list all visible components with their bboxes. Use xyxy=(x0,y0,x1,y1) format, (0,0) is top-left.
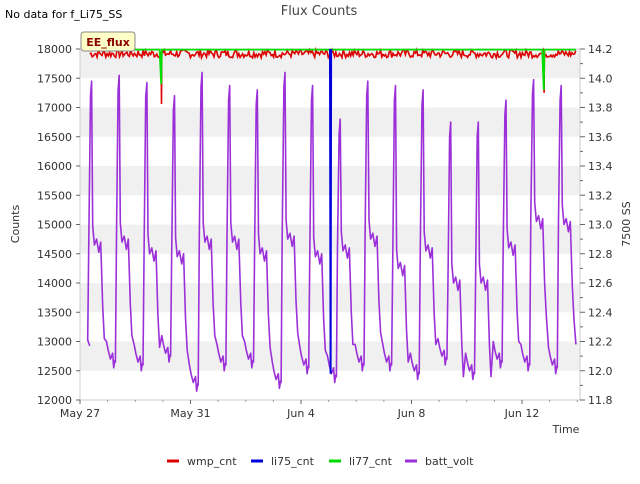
x-tick-label: May 27 xyxy=(60,407,100,420)
y2-tick-label: 13.2 xyxy=(588,189,613,202)
y2-tick-label: 12.4 xyxy=(588,306,613,319)
site-badge: EE_flux xyxy=(80,31,136,52)
series-li77-cnt-line xyxy=(89,48,576,90)
y-tick-label: 16000 xyxy=(37,160,72,173)
y2-tick-label: 12.8 xyxy=(588,248,613,261)
y-tick-label: 13500 xyxy=(37,306,72,319)
x-tick-label: Jun 8 xyxy=(397,407,426,420)
legend: wmp_cnt li75_cnt li77_cnt batt_volt xyxy=(167,455,474,468)
y2-tick-label: 13.8 xyxy=(588,102,613,115)
y-axis-label: Counts xyxy=(9,205,22,244)
legend-label-li77-cnt: li77_cnt xyxy=(349,455,393,468)
y2-tick-label: 12.6 xyxy=(588,277,613,290)
x-axis-label: Time xyxy=(552,423,580,436)
series-batt-volt-line xyxy=(86,71,577,392)
legend-label-wmp-cnt: wmp_cnt xyxy=(187,455,237,468)
y-tick-label: 18000 xyxy=(37,43,72,56)
no-data-note: No data for f_Li75_SS xyxy=(5,8,122,21)
y2-tick-label: 13.6 xyxy=(588,131,613,144)
x-axis: May 27 May 31 Jun 4 Jun 8 Jun 12 xyxy=(60,400,578,420)
y2-tick-label: 14.2 xyxy=(588,43,613,56)
site-badge-label: EE_flux xyxy=(86,36,130,49)
y2-tick-label: 13.0 xyxy=(588,219,613,232)
y2-tick-label: 12.2 xyxy=(588,336,613,349)
y-tick-label: 12500 xyxy=(37,365,72,378)
y-tick-label: 17500 xyxy=(37,72,72,85)
x-tick-label: May 31 xyxy=(170,407,210,420)
y2-axis-label: 7500 SS xyxy=(620,201,633,246)
y2-tick-label: 14.0 xyxy=(588,72,613,85)
chart-title: Flux Counts xyxy=(281,4,358,19)
site-badge-box xyxy=(80,31,136,52)
y2-tick-label: 11.8 xyxy=(588,394,613,407)
left-axis: 12000 12500 13000 13500 14000 14500 15000 15500… xyxy=(37,43,80,407)
y-tick-label: 13000 xyxy=(37,336,72,349)
right-axis: 11.8 12.0 12.2 12.4 12.6 12.8 13.0 13.2 13.4 13.6… xyxy=(580,43,613,407)
legend-label-batt-volt: batt_volt xyxy=(425,455,474,468)
series-li75-cnt-line xyxy=(329,48,333,374)
y-tick-label: 16500 xyxy=(37,131,72,144)
y2-tick-label: 13.4 xyxy=(588,160,613,173)
x-tick-label: Jun 4 xyxy=(286,407,315,420)
y-tick-label: 15500 xyxy=(37,189,72,202)
series-wmp-cnt-line xyxy=(89,46,577,105)
y2-tick-label: 12.0 xyxy=(588,365,613,378)
x-tick-label: Jun 12 xyxy=(504,407,540,420)
y-tick-label: 15000 xyxy=(37,219,72,232)
legend-label-li75-cnt: li75_cnt xyxy=(271,455,315,468)
y-tick-label: 14500 xyxy=(37,248,72,261)
y-tick-label: 17000 xyxy=(37,102,72,115)
series-layer xyxy=(86,46,577,392)
y-tick-label: 12000 xyxy=(37,394,72,407)
y-tick-label: 14000 xyxy=(37,277,72,290)
